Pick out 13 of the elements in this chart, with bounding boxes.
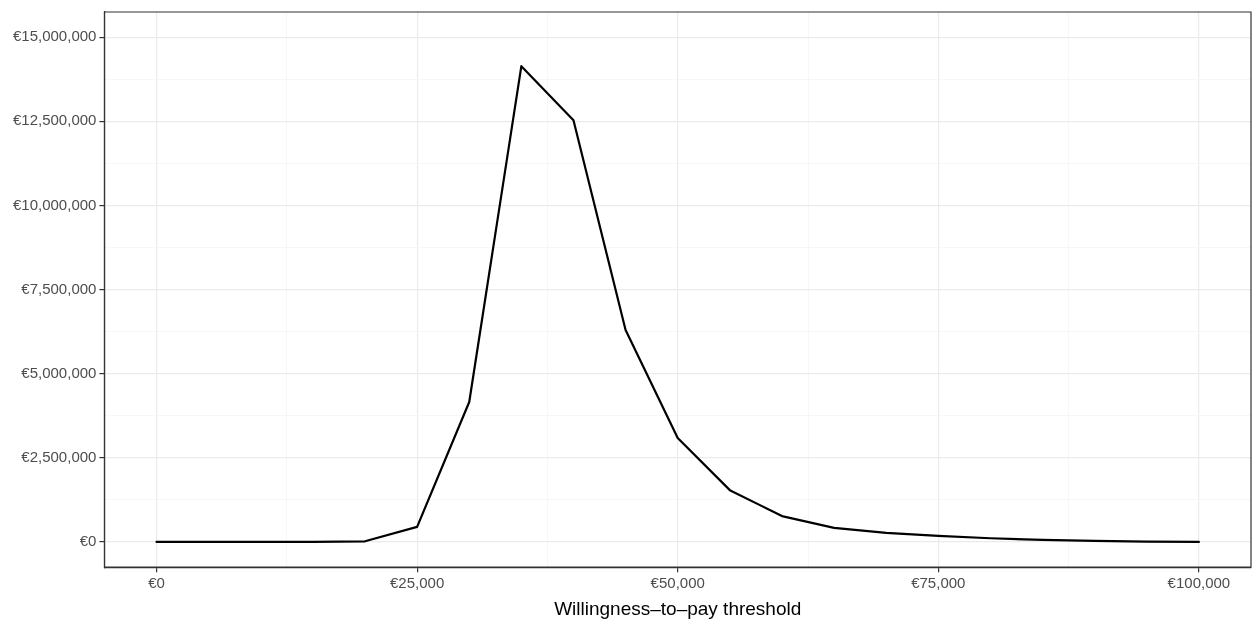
x-tick-label: €50,000 xyxy=(650,574,705,592)
y-tick-label: €5,000,000 xyxy=(21,363,97,381)
x-tick-label: €75,000 xyxy=(911,574,966,592)
y-tick-label: €10,000,000 xyxy=(12,195,97,213)
x-axis-title: Willingness–to–pay threshold xyxy=(554,597,802,619)
x-tick-label: €0 xyxy=(148,574,165,592)
x-tick-label: €25,000 xyxy=(390,574,445,592)
y-tick-label: €2,500,000 xyxy=(21,447,97,465)
y-tick-label: €12,500,000 xyxy=(12,111,97,129)
y-tick-label: €7,500,000 xyxy=(21,279,97,297)
y-tick-label: €0 xyxy=(79,532,97,550)
y-tick-label: €15,000,000 xyxy=(12,27,97,45)
x-tick-label: €100,000 xyxy=(1167,574,1231,592)
